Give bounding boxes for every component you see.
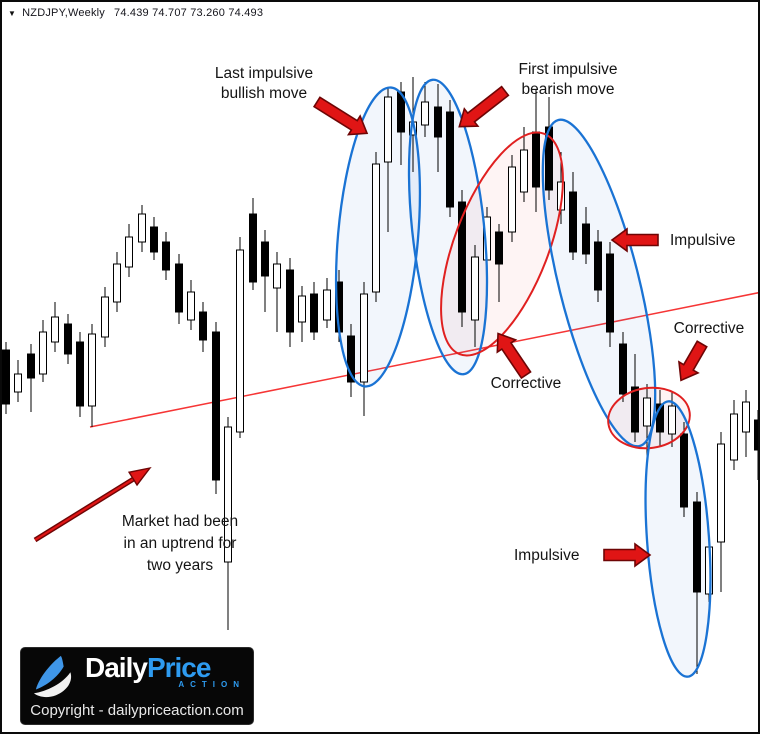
uptrend-trendline (89, 292, 758, 428)
brand-watermark: DailyPrice ACTION Copyright - dailyprice… (20, 647, 254, 725)
arrow-impulsive-bottom (603, 542, 652, 568)
candle (101, 287, 109, 347)
candle (323, 278, 331, 328)
candle (261, 230, 269, 312)
candle (680, 422, 688, 517)
candle (88, 324, 96, 427)
candle (212, 322, 220, 494)
candle (569, 172, 577, 260)
brand-name-price: Price (146, 652, 211, 683)
ellipse-first-bearish-impulse (407, 78, 489, 376)
candle (113, 252, 121, 312)
candlestick-series (2, 77, 758, 674)
candle (138, 205, 146, 252)
ellipse-corrective-rally (440, 131, 564, 357)
candle (656, 390, 664, 447)
candle (125, 224, 133, 277)
candle (310, 282, 318, 340)
copyright-text: Copyright - dailypriceaction.com (30, 702, 244, 719)
candle (199, 302, 207, 352)
candle (582, 207, 590, 264)
candle (545, 97, 553, 200)
arrow-uptrend-note (33, 466, 152, 543)
arrow-corrective-mid (496, 332, 532, 380)
arrow-last-bullish (312, 96, 369, 136)
candle (742, 390, 750, 457)
candle (51, 302, 59, 352)
candle (446, 100, 454, 217)
label-corrective-right: Corrective (673, 320, 745, 337)
candle (224, 417, 232, 630)
candle (372, 152, 380, 302)
brand-name-daily: Daily (85, 652, 148, 683)
candle (421, 82, 429, 137)
candle (458, 190, 466, 327)
ellipse-corrective-consolidation (607, 386, 691, 450)
candle (643, 384, 651, 464)
ellipse-final-impulse (644, 400, 712, 678)
candle (39, 320, 47, 382)
arrow-first-bearish (458, 85, 510, 128)
candle (2, 342, 10, 414)
candle (14, 360, 22, 402)
candle (434, 84, 442, 172)
candle (520, 127, 528, 202)
arrow-corrective-right (678, 340, 708, 382)
ohlc-values: 74.439 74.707 73.260 74.493 (114, 7, 264, 19)
candle (249, 198, 257, 290)
candle (76, 332, 84, 417)
label-uptrend-note: Market had been in an uptrend for two ye… (121, 513, 239, 574)
candle (508, 155, 516, 242)
candle (693, 492, 701, 674)
symbol-dropdown-icon[interactable]: ▼ (8, 8, 17, 18)
chart-title-bar: ▼ NZDJPY,Weekly 74.439 74.707 73.260 74.… (8, 7, 263, 19)
candle (187, 280, 195, 330)
brand-logo-icon (33, 655, 72, 698)
candle (347, 324, 355, 397)
candle (150, 217, 158, 260)
candle (273, 252, 281, 332)
label-last-impulsive-bullish: Last impulsive bullish move (214, 65, 314, 102)
candle (64, 314, 72, 364)
candle (286, 258, 294, 347)
candle (236, 237, 244, 438)
candle (495, 224, 503, 302)
ellipse-last-bullish-impulse (334, 86, 422, 388)
candle (754, 410, 758, 480)
candle (619, 332, 627, 402)
candle (27, 344, 35, 412)
label-first-impulsive-bearish: First impulsive bearish move (518, 61, 618, 98)
label-impulsive-bottom: Impulsive (514, 547, 580, 564)
candle (162, 232, 170, 280)
candle (384, 87, 392, 232)
candle (175, 254, 183, 324)
brand-name: DailyPrice (85, 653, 247, 683)
arrow-impulsive-right (610, 227, 659, 253)
candle (631, 354, 639, 442)
ellipse-second-bearish-impulse (541, 118, 657, 448)
candle (717, 432, 725, 592)
label-corrective-mid: Corrective (490, 375, 562, 392)
candle (606, 242, 614, 347)
label-impulsive-right: Impulsive (670, 232, 736, 249)
candle (471, 245, 479, 347)
candle (360, 282, 368, 416)
symbol-timeframe-label: NZDJPY,Weekly (22, 7, 106, 19)
candle (594, 230, 602, 302)
brand-action-tagline: ACTION (178, 680, 245, 689)
candle (730, 400, 738, 470)
candle (298, 286, 306, 342)
